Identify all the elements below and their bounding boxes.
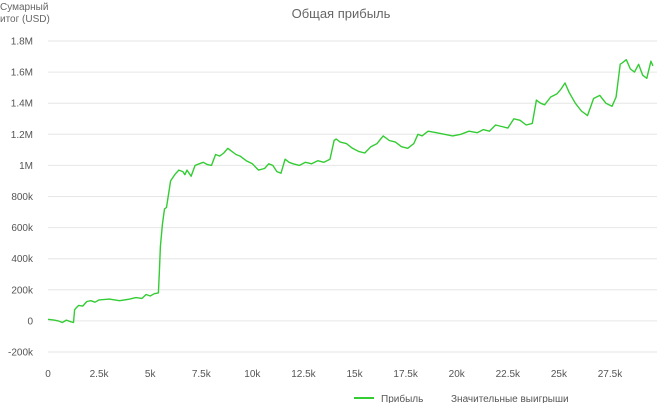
legend-item-profit[interactable]: Прибыль <box>354 393 423 403</box>
y-tick-label: 1.8M <box>11 37 33 48</box>
y-tick-label: 1.4M <box>11 99 33 110</box>
x-tick-label: 22.5k <box>496 369 521 380</box>
x-tick-label: 0 <box>45 369 51 380</box>
x-tick-label: 2.5k <box>90 369 110 380</box>
y-tick-label: 0 <box>27 316 33 327</box>
y-axis-label-line-2: итог (USD) <box>0 14 50 25</box>
y-tick-label: 800k <box>11 192 34 203</box>
x-tick-label: 7.5k <box>192 369 212 380</box>
y-tick-label: 600k <box>11 223 34 234</box>
y-tick-label: -200k <box>8 348 34 359</box>
x-tick-label: 15k <box>346 369 363 380</box>
profit-series-line <box>47 59 654 324</box>
y-tick-label: 1.6M <box>11 68 33 79</box>
y-tick-label: 200k <box>11 285 34 296</box>
legend-item-significant-wins[interactable]: Значительные выигрыши <box>451 394 569 403</box>
x-tick-label: 20k <box>449 369 466 380</box>
grid-lines <box>48 40 657 353</box>
y-tick-label: 1M <box>19 161 33 172</box>
plot-area <box>47 59 654 324</box>
x-tick-label: 25k <box>551 369 568 380</box>
x-tick-label: 10k <box>244 369 261 380</box>
x-axis-ticks: 0 2.5k 5k 7.5k 10k 12.5k 15k 17.5k 20k 22.5k 25k 27… <box>45 369 623 380</box>
legend-label: Прибыль <box>381 393 423 403</box>
legend[interactable]: Прибыль Значительные выигрыши <box>354 393 569 403</box>
x-tick-label: 27.5k <box>598 369 623 380</box>
y-tick-label: 1.2M <box>11 130 33 141</box>
x-tick-label: 12.5k <box>291 369 316 380</box>
x-tick-label: 5k <box>145 369 157 380</box>
y-tick-label: 400k <box>11 254 34 265</box>
y-axis-ticks: -200k 0 200k 400k 600k 800k 1M 1.2M 1.4M 1.6M 1.8M <box>8 37 34 359</box>
y-axis-label-line-1: Сумарный <box>0 2 48 13</box>
legend-label: Значительные выигрыши <box>451 394 569 403</box>
x-tick-label: 17.5k <box>393 369 418 380</box>
chart-title: Общая прибыль <box>292 6 391 21</box>
